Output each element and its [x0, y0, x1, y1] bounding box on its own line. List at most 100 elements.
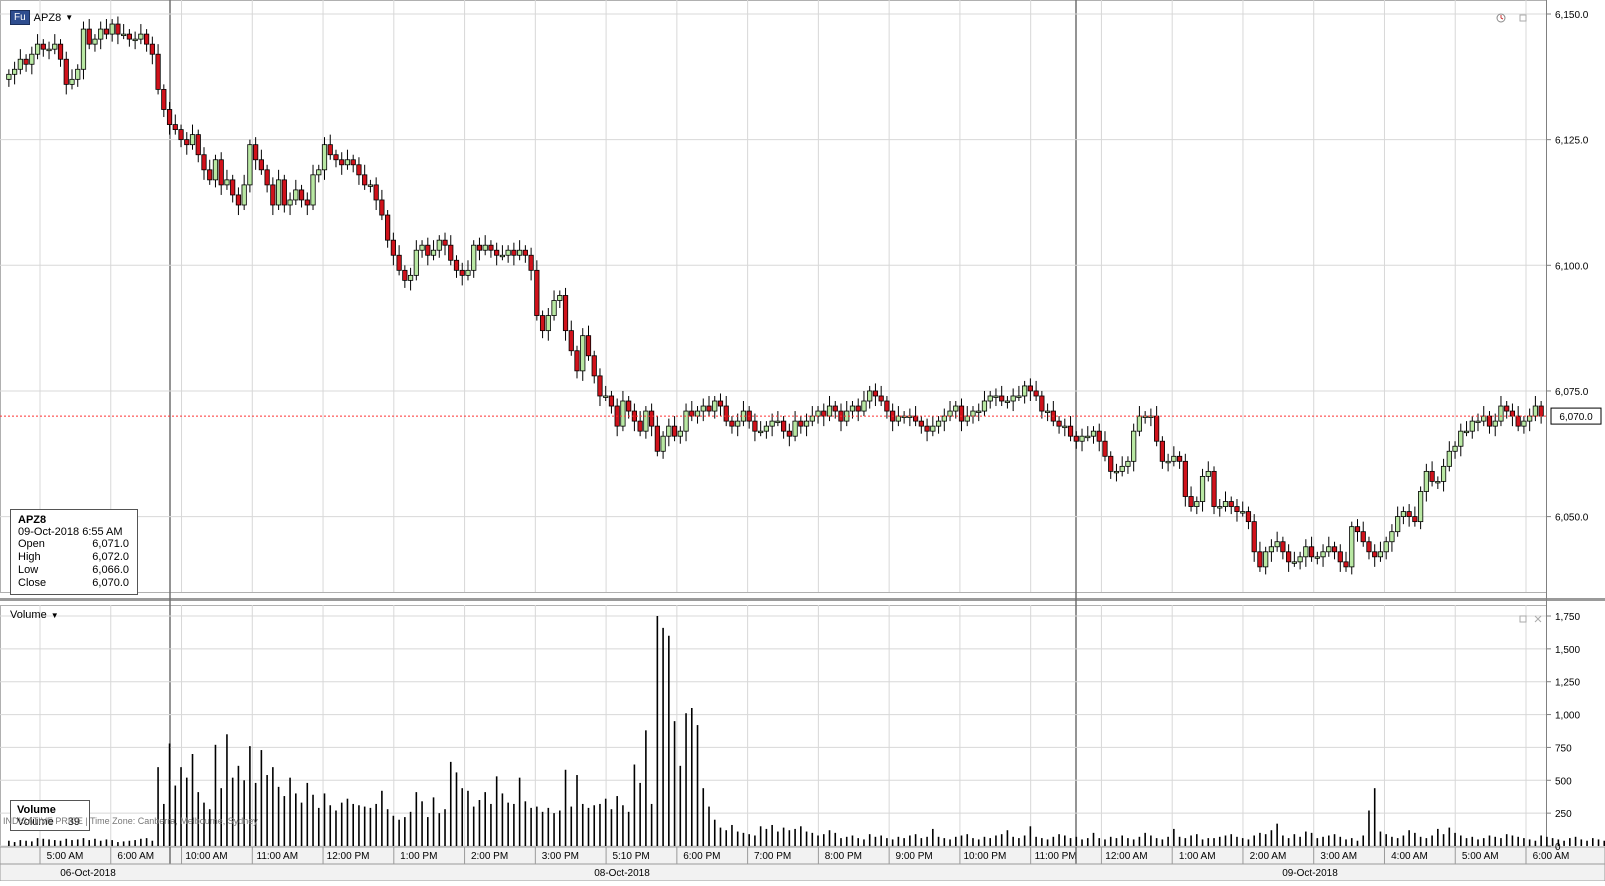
candle-body-up	[1205, 470, 1211, 477]
candle	[1458, 423, 1464, 457]
candle-body-down	[258, 159, 264, 171]
candle	[98, 21, 104, 50]
time-tick-label: 5:00 AM	[47, 851, 84, 862]
candle-body-up	[1062, 425, 1068, 429]
candle	[539, 310, 546, 339]
candle-body-down	[1372, 551, 1378, 558]
time-tick-label: 2:00 PM	[471, 851, 508, 862]
candle-body-up	[436, 239, 442, 251]
restore-icon[interactable]	[1518, 614, 1528, 624]
candle-body-up	[1400, 511, 1406, 518]
candle-body-up	[826, 405, 833, 417]
candle	[166, 101, 173, 135]
candle	[367, 179, 374, 193]
candle-body-down	[878, 395, 884, 402]
candle-body-up	[1463, 430, 1470, 434]
candle	[1194, 496, 1200, 515]
candle	[1406, 504, 1412, 527]
candle	[1303, 539, 1309, 567]
candle-body-up	[419, 244, 425, 251]
chevron-down-icon[interactable]: ▼	[50, 610, 59, 620]
candle-body-down	[821, 410, 827, 417]
time-tick-label: 6:00 AM	[1533, 851, 1570, 862]
candle-body-down	[1067, 425, 1074, 437]
candle	[677, 426, 683, 444]
candle-body-up	[1016, 395, 1022, 398]
candle	[947, 401, 953, 422]
candle	[1108, 451, 1114, 479]
time-tick-label: 10:00 AM	[185, 851, 227, 862]
candle	[1429, 461, 1435, 487]
candle-body-up	[224, 179, 230, 186]
close-icon[interactable]	[1533, 614, 1543, 624]
candle	[1469, 416, 1475, 439]
candle	[75, 64, 81, 87]
candle	[1062, 418, 1068, 437]
restore-icon[interactable]	[1518, 13, 1528, 23]
candle	[1245, 506, 1252, 530]
candle	[488, 240, 494, 258]
candle-body-up	[1079, 435, 1085, 442]
candle	[396, 245, 402, 276]
price-panel-header[interactable]: Fu APZ8 ▼	[10, 10, 73, 25]
candle-body-down	[1039, 395, 1045, 412]
candle-body-up	[465, 269, 471, 276]
candle-body-down	[172, 124, 178, 131]
volume-panel-header[interactable]: Volume ▼	[10, 609, 59, 621]
candle-body-up	[212, 159, 219, 181]
candle-body-down	[574, 350, 580, 372]
candle-body-down	[23, 58, 29, 65]
ohlc-value: 6,066.0	[92, 564, 129, 576]
candle	[1217, 499, 1223, 517]
candle-body-up	[545, 315, 551, 332]
candle	[895, 406, 901, 427]
candle-body-up	[1458, 430, 1464, 447]
candle	[803, 413, 810, 437]
time-axis: 5:00 AM 6:00 AM 10:00 AM 11:00 AM 12:00 PM 1:…	[0, 846, 1605, 865]
candle	[304, 192, 310, 216]
candle	[1016, 385, 1022, 402]
candle	[1159, 436, 1165, 469]
candle	[1492, 413, 1498, 437]
candle-body-up	[17, 58, 23, 70]
candle-body-up	[46, 48, 52, 52]
candle-body-up	[80, 28, 87, 70]
candle	[327, 134, 333, 160]
chevron-down-icon[interactable]: ▼	[65, 13, 74, 22]
candle	[6, 69, 12, 87]
candle	[1343, 551, 1349, 572]
candle	[545, 308, 551, 341]
candle-body-down	[126, 33, 132, 40]
candle-body-up	[293, 189, 299, 201]
candle-body-up	[1217, 506, 1223, 509]
candle-body-up	[321, 144, 328, 171]
time-tick-label: 6:00 PM	[683, 851, 720, 862]
volume-panel-label: Volume	[10, 609, 47, 621]
candle-body-up	[1274, 541, 1280, 548]
candle	[861, 390, 867, 417]
candle-body-down	[40, 43, 46, 50]
candle	[505, 245, 511, 263]
candle-body-down	[539, 315, 546, 332]
candle-body-down	[562, 295, 569, 332]
candle-body-down	[1033, 390, 1039, 397]
candle	[1280, 536, 1286, 560]
volume-y-tick-label: 1,500	[1555, 645, 1580, 656]
candle	[1240, 501, 1246, 517]
candle-body-up	[769, 420, 775, 427]
candle-body-down	[872, 390, 879, 397]
candle-body-down	[1286, 551, 1292, 563]
candle-body-down	[1073, 435, 1079, 442]
candle	[385, 210, 391, 248]
candle	[608, 390, 615, 414]
candle-body-down	[235, 194, 242, 206]
candle	[138, 24, 144, 45]
ohlc-value: 6,072.0	[92, 551, 129, 563]
candle-body-up	[947, 410, 953, 417]
clock-icon[interactable]	[1496, 13, 1506, 23]
candle	[207, 159, 213, 185]
candle	[362, 164, 368, 190]
candle-body-down	[1257, 551, 1263, 568]
candle-body-down	[396, 254, 402, 271]
candle	[1481, 406, 1487, 427]
